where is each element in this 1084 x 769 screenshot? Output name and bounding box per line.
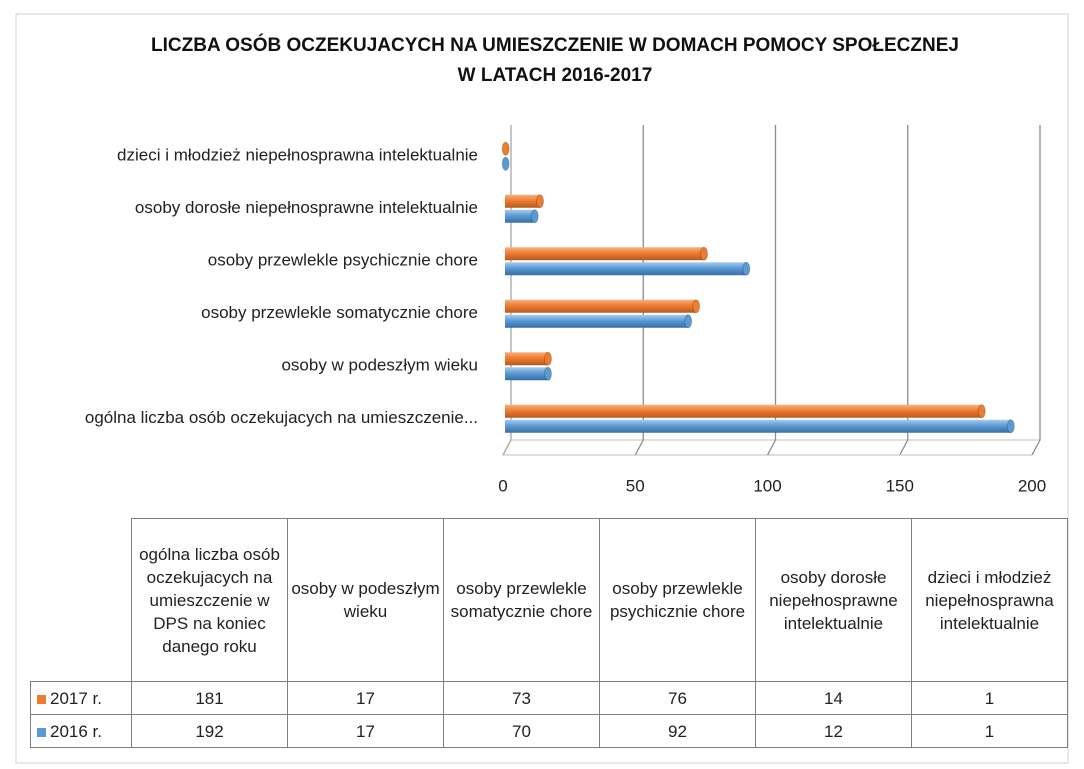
bar [505, 367, 548, 381]
legend-entry: 2017 r. [30, 681, 132, 715]
legend-label: 2016 r. [50, 721, 102, 741]
bar-cap [501, 141, 510, 156]
table-cell: 1 [911, 714, 1068, 748]
y-tick-label: dzieci i młodzież niepełnosprawna intele… [117, 146, 478, 165]
bar [505, 209, 535, 223]
x-tick-label: 100 [753, 476, 781, 495]
bar [505, 247, 705, 261]
table-cell: 70 [443, 714, 600, 748]
bar [505, 404, 982, 418]
bar [505, 262, 747, 276]
table-row: 2017 r. 181 17 73 76 14 1 [30, 681, 1068, 715]
bar-cap [977, 404, 986, 419]
table-cell: 12 [755, 714, 912, 748]
table-cell: 17 [287, 714, 444, 748]
legend-key [37, 694, 46, 704]
legend-label: 2017 r. [50, 688, 102, 708]
table-header-row: ogólna liczba osób oczekujacych na umies… [31, 518, 1068, 682]
bar-cap [1006, 419, 1015, 434]
data-table: ogólna liczba osób oczekujacych na umies… [30, 518, 1068, 748]
bar-cap [700, 246, 709, 261]
table-cell: 1 [911, 681, 1068, 715]
x-tick-label: 150 [886, 476, 914, 495]
bar [505, 419, 1011, 433]
table-header: osoby dorosłe niepełnosprawne intelektua… [755, 518, 912, 682]
y-tick-label: osoby przewlekle somatycznie chore [201, 303, 478, 322]
chart-title: LICZBA OSÓB OCZEKUJACYCH NA UMIESZCZENIE… [151, 34, 959, 56]
bar [505, 352, 548, 366]
table-cell: 76 [599, 681, 756, 715]
bar [505, 194, 541, 208]
table-cell: 14 [755, 681, 912, 715]
table-corner [31, 519, 132, 682]
legend-key [37, 727, 46, 737]
y-tick-label: osoby przewlekle psychicznie chore [208, 251, 478, 270]
table-cell: 192 [131, 714, 288, 748]
table-cell: 17 [287, 681, 444, 715]
bar-cap [742, 261, 751, 276]
bar-cap [543, 351, 552, 366]
legend-entry: 2016 r. [30, 714, 132, 748]
x-tick-label: 0 [498, 476, 507, 495]
x-tick-label: 50 [626, 476, 645, 495]
bar [505, 314, 689, 328]
table-header: osoby przewlekle psychicznie chore [599, 518, 756, 682]
y-tick-label: ogólna liczba osób oczekujacych na umies… [85, 408, 478, 427]
table-cell: 92 [599, 714, 756, 748]
table-cell: 73 [443, 681, 600, 715]
table-header: dzieci i młodzież niepełnosprawna intele… [911, 518, 1068, 682]
y-tick-label: osoby dorosłe niepełnosprawne intelektua… [135, 198, 478, 217]
x-tick-label: 200 [1018, 476, 1046, 495]
chart-title: W LATACH 2016-2017 [458, 65, 653, 86]
table-header: osoby przewlekle somatycznie chore [443, 518, 600, 682]
bar-cap [692, 299, 701, 314]
grid-line [899, 125, 909, 456]
bar [505, 299, 697, 313]
grid-line [634, 125, 644, 456]
bar-cap [543, 366, 552, 381]
bar-cap [536, 194, 545, 209]
y-tick-label: osoby w podeszłym wieku [281, 356, 478, 375]
table-header: osoby w podeszłym wieku [287, 518, 444, 682]
frame [15, 13, 1069, 764]
table-row: 2016 r. 192 17 70 92 12 1 [30, 714, 1068, 748]
grid-line [766, 125, 777, 456]
bar-cap [530, 209, 539, 224]
table-header: ogólna liczba osób oczekujacych na umies… [131, 518, 288, 682]
table-cell: 181 [131, 681, 288, 715]
grid-line [502, 125, 512, 456]
bar-cap [684, 314, 693, 329]
grid-line [1031, 125, 1041, 456]
bar-cap [501, 156, 510, 171]
